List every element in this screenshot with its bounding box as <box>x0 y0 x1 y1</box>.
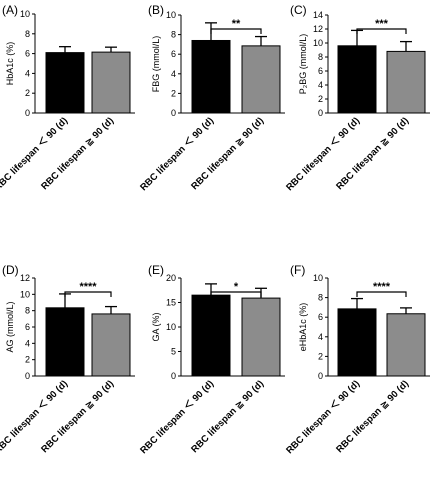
y-tick-label: 4 <box>318 80 323 90</box>
y-tick-label: 6 <box>25 322 30 332</box>
y-tick-label: 0 <box>318 371 323 381</box>
y-tick-label: 5 <box>171 347 176 357</box>
y-tick-label: 8 <box>25 306 30 316</box>
y-tick-label: 6 <box>25 49 30 59</box>
chart-panel-4: (D) 0 2 4 6 8 10 12 AG (mmol/L) RBC lifespan ＜ 90… <box>0 263 135 456</box>
y-tick-label: 0 <box>171 371 176 381</box>
chart-panel-1: (A) 0 2 4 6 8 10 HbA1c (%) RBC lifespan ＜ 90 (d)… <box>0 3 135 193</box>
bar-2 <box>386 313 426 377</box>
y-tick-label: 8 <box>171 30 176 40</box>
y-tick-label: 10 <box>313 273 323 283</box>
panel-label: (F) <box>290 263 305 277</box>
y-tick-label: 2 <box>318 94 323 104</box>
bar-2 <box>241 45 281 114</box>
y-axis-title: HbA1c (%) <box>5 42 15 86</box>
y-axis-title: AG (mmol/L) <box>5 301 15 352</box>
bar-2 <box>91 313 131 377</box>
y-tick-label: 15 <box>166 298 176 308</box>
y-tick-label: 8 <box>25 29 30 39</box>
y-tick-label: 0 <box>171 108 176 118</box>
y-tick-label: 12 <box>313 24 323 34</box>
panel-label: (A) <box>2 3 18 17</box>
bar-1 <box>337 308 377 377</box>
y-tick-label: 2 <box>25 355 30 365</box>
y-axis-title: FBG (mmol/L) <box>151 36 161 93</box>
significance-stars: * <box>234 281 239 293</box>
significance-bracket <box>64 291 112 297</box>
significance-stars: **** <box>79 281 97 293</box>
significance-stars: *** <box>375 18 389 30</box>
x-category-label: RBC lifespan ＜ 90 (d) <box>0 115 70 193</box>
y-tick-label: 10 <box>20 9 30 19</box>
y-tick-label: 12 <box>20 273 30 283</box>
panel-label: (E) <box>148 263 164 277</box>
bar-1 <box>191 39 231 114</box>
significance-bracket <box>356 28 407 34</box>
y-tick-label: 4 <box>25 338 30 348</box>
panel-label: (C) <box>290 3 307 17</box>
y-tick-label: 10 <box>20 289 30 299</box>
x-category-label: RBC lifespan ＜ 90 (d) <box>0 378 70 456</box>
y-axis-title: P₂BG (mmol/L) <box>298 34 308 95</box>
y-tick-label: 4 <box>171 69 176 79</box>
y-tick-label: 8 <box>318 293 323 303</box>
bar-1 <box>337 45 377 114</box>
y-axis-title: eHbA1c (%) <box>298 303 308 352</box>
bar-2 <box>91 51 131 114</box>
y-tick-label: 2 <box>171 88 176 98</box>
y-tick-label: 0 <box>318 108 323 118</box>
y-tick-label: 8 <box>318 52 323 62</box>
y-tick-label: 14 <box>313 10 323 20</box>
y-tick-label: 4 <box>25 68 30 78</box>
y-tick-label: 6 <box>318 312 323 322</box>
y-axis-title: GA (%) <box>151 312 161 341</box>
bar-2 <box>241 297 281 377</box>
y-tick-label: 4 <box>318 332 323 342</box>
y-tick-label: 2 <box>25 88 30 98</box>
y-tick-label: 6 <box>171 49 176 59</box>
bar-1 <box>191 294 231 377</box>
significance-stars: **** <box>373 281 391 293</box>
significance-bracket <box>210 28 262 34</box>
y-tick-label: 0 <box>25 108 30 118</box>
significance-stars: ** <box>232 18 241 30</box>
y-tick-label: 20 <box>166 273 176 283</box>
bar-1 <box>45 307 85 377</box>
y-tick-label: 6 <box>318 66 323 76</box>
y-tick-label: 0 <box>25 371 30 381</box>
significance-bracket <box>210 291 262 297</box>
significance-bracket <box>356 291 407 297</box>
panel-label: (D) <box>2 263 19 277</box>
bar-1 <box>45 52 85 114</box>
y-tick-label: 2 <box>318 351 323 361</box>
y-tick-label: 10 <box>313 38 323 48</box>
bar-2 <box>386 50 426 114</box>
panel-label: (B) <box>148 3 164 17</box>
y-tick-label: 10 <box>166 10 176 20</box>
y-tick-label: 10 <box>166 322 176 332</box>
